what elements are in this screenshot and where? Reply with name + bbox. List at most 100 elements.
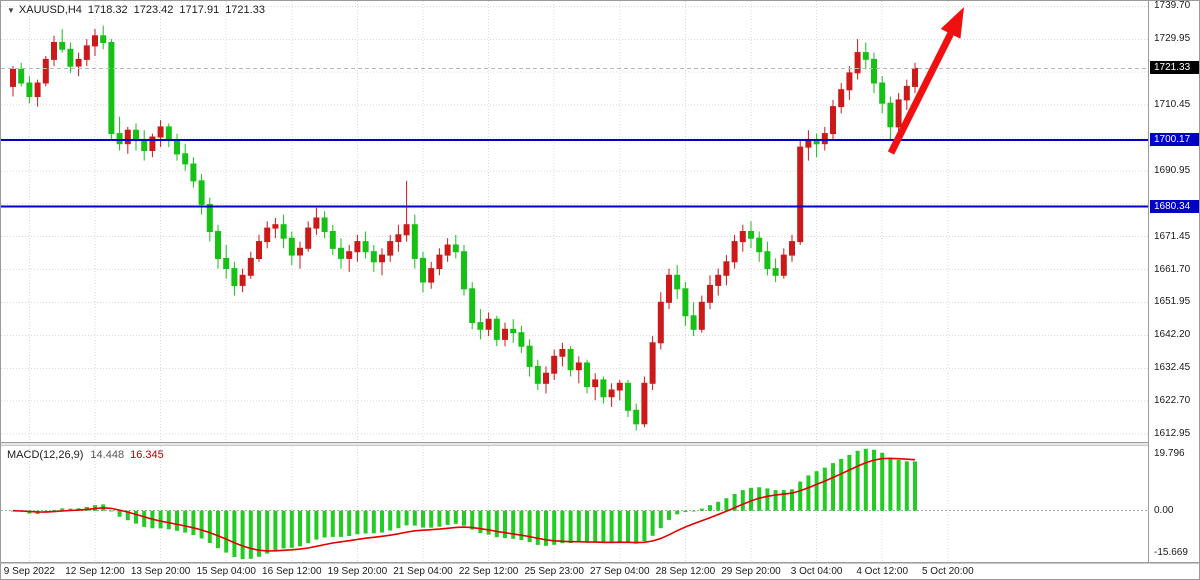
trend-arrow-head[interactable] — [940, 7, 964, 39]
candlestick-chart[interactable] — [1, 1, 1148, 442]
candle-body — [698, 301, 705, 330]
price-axis[interactable]: 19.796 0.00 -15.669 1739.70 1729.95 1710.4… — [1148, 1, 1199, 562]
candle-body — [26, 82, 33, 97]
macd-histogram-bar — [52, 509, 56, 511]
macd-histogram-bar — [371, 510, 376, 534]
candle-body — [559, 349, 566, 357]
candle-body — [264, 227, 271, 243]
time-axis-label: 22 Sep 12:00 — [458, 566, 519, 577]
candle-body — [206, 204, 213, 232]
macd-histogram-bar — [806, 475, 811, 511]
macd-signal-value: 16.345 — [130, 449, 164, 461]
candle-body — [772, 268, 779, 276]
macd-histogram-bar — [708, 505, 712, 511]
time-axis-label: 27 Sep 04:00 — [590, 566, 650, 577]
macd-histogram-bar — [339, 510, 343, 537]
hline-badge-upper: 1700.17 — [1150, 132, 1199, 146]
candle-body — [362, 241, 369, 253]
candle-body — [59, 42, 66, 50]
macd-histogram-bar — [634, 510, 639, 544]
macd-scale-max-label: 19.796 — [1154, 448, 1185, 459]
candle-body — [75, 58, 82, 67]
macd-indicator-area[interactable] — [1, 446, 1148, 562]
candle-body — [100, 35, 107, 43]
candle-body — [534, 365, 541, 384]
macd-chart[interactable] — [1, 446, 1148, 562]
macd-histogram-bar — [314, 510, 319, 540]
candle-body — [411, 224, 418, 259]
time-axis-label: 25 Sep 23:00 — [524, 566, 584, 577]
candle-body — [182, 153, 189, 165]
time-axis-label: 19 Sep 20:00 — [327, 566, 388, 577]
candle-body — [789, 241, 795, 256]
candle-body — [420, 257, 426, 283]
macd-histogram-bar — [790, 489, 794, 511]
time-axis-label: 29 Sep 20:00 — [721, 566, 781, 577]
macd-histogram-bar — [363, 510, 368, 534]
candle-body — [452, 244, 459, 253]
macd-histogram-bar — [281, 510, 286, 549]
macd-histogram-bar — [388, 510, 393, 531]
candle-body — [469, 288, 476, 323]
macd-histogram-bar — [158, 510, 163, 529]
candle-body — [247, 257, 254, 276]
candle-body — [616, 382, 623, 391]
macd-histogram-bar — [125, 510, 130, 521]
candle-body — [674, 274, 681, 290]
time-axis-label: 21 Sep 04:00 — [393, 566, 453, 577]
macd-histogram-bar — [109, 510, 114, 512]
candle-body — [846, 72, 853, 91]
macd-histogram-bar — [896, 459, 901, 511]
candle-body — [354, 241, 361, 253]
macd-histogram-bar — [166, 510, 171, 530]
candle-body — [141, 139, 148, 151]
macd-histogram-bar — [642, 510, 647, 542]
candle-body — [346, 251, 353, 259]
candle-body — [108, 42, 115, 135]
time-axis-label: 15 Sep 04:00 — [196, 566, 256, 577]
price-axis-label: 1710.45 — [1154, 99, 1191, 111]
candle-body — [485, 318, 492, 330]
macd-histogram-bar — [486, 510, 491, 535]
candle-body — [584, 362, 590, 388]
panel-splitter[interactable] — [1, 442, 1199, 446]
macd-histogram-bar — [453, 510, 458, 524]
macd-histogram-bar — [437, 510, 442, 527]
price-axis-label: 1622.70 — [1154, 395, 1191, 407]
macd-histogram-bar — [330, 510, 335, 537]
macd-main-value: 14.448 — [90, 449, 125, 461]
price-axis-label: 1651.95 — [1154, 296, 1191, 308]
candle-body — [223, 257, 230, 269]
candle-body — [321, 217, 328, 232]
price-axis-label: 1642.20 — [1154, 329, 1191, 341]
main-chart-area[interactable] — [1, 1, 1148, 442]
candle-body — [288, 237, 295, 256]
ohlc-high: 1723.42 — [133, 4, 174, 16]
candle-body — [231, 268, 238, 287]
candle-body — [707, 284, 713, 303]
macd-histogram-bar — [527, 510, 532, 543]
macd-histogram-bar — [248, 510, 253, 559]
time-axis-label: 5 Oct 20:00 — [921, 566, 974, 577]
candle-body — [157, 126, 164, 138]
macd-indicator-label: MACD(12,26,9) 14.448 16.345 — [7, 449, 164, 461]
candle-body — [608, 389, 615, 398]
macd-histogram-bar — [781, 490, 786, 511]
macd-histogram-bar — [240, 510, 245, 559]
macd-histogram-bar — [355, 510, 360, 535]
macd-histogram-bar — [478, 510, 483, 533]
bottom-splitter — [1, 562, 1199, 564]
macd-histogram-bar — [675, 510, 680, 515]
macd-histogram-bar — [913, 461, 917, 511]
trend-arrow-shaft[interactable] — [887, 32, 954, 155]
candle-body — [215, 231, 221, 259]
candle-body — [764, 251, 771, 270]
candle-body — [502, 328, 508, 340]
candle-body — [297, 247, 303, 256]
macd-histogram-bar — [732, 494, 737, 511]
collapse-chevron-icon[interactable]: ▼ — [7, 6, 15, 15]
ohlc-low: 1717.91 — [179, 4, 220, 16]
time-axis[interactable]: 9 Sep 2022 12 Sep 12:00 13 Sep 20:00 15 Sep… — [1, 564, 1199, 579]
macd-histogram-bar — [585, 510, 589, 543]
